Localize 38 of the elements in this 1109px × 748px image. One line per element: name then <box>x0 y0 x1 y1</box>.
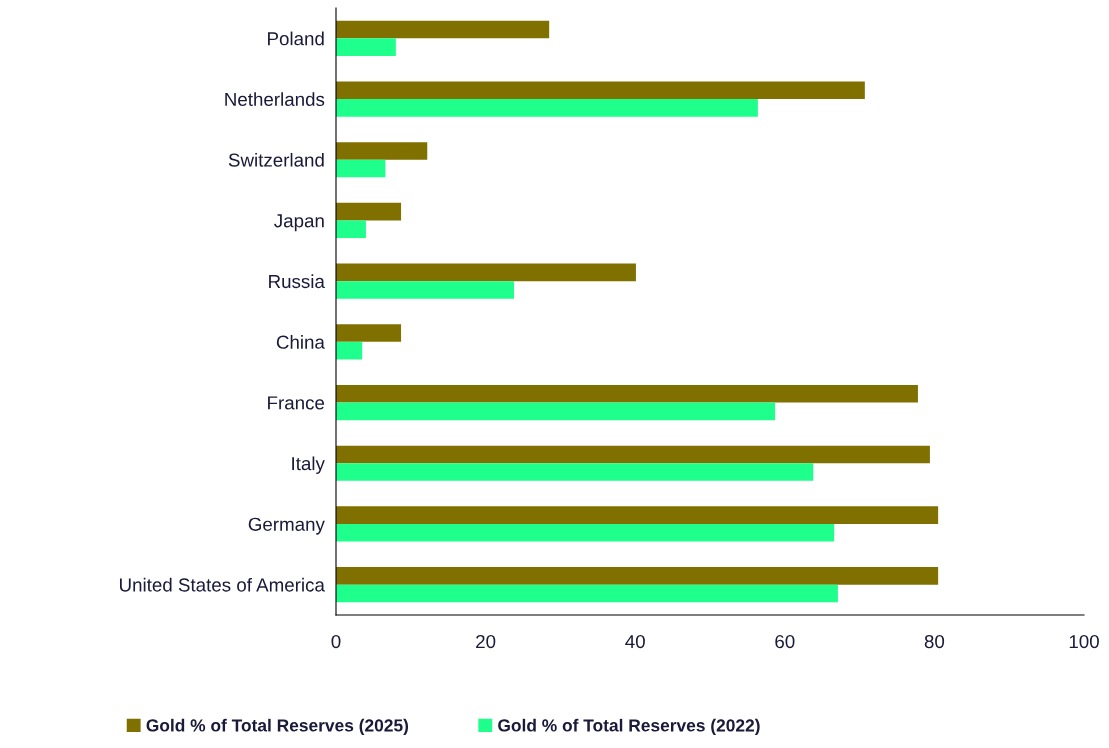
bar <box>336 142 428 160</box>
bar <box>336 341 363 360</box>
y-tick-label: Russia <box>269 274 325 289</box>
bar <box>336 384 918 403</box>
bar <box>336 220 366 239</box>
legend-label: Gold % of Total Reserves (2025) <box>146 718 409 736</box>
bar <box>336 159 386 178</box>
y-tick-label: Netherlands <box>225 92 325 107</box>
bar <box>336 99 758 117</box>
y-tick-label: Poland <box>268 31 324 46</box>
x-tick-label: 80 <box>924 634 945 649</box>
x-tick-label: 100 <box>1069 634 1099 649</box>
y-tick-label: China <box>276 335 325 349</box>
bar <box>336 324 402 342</box>
bar <box>336 38 396 56</box>
bar <box>336 523 835 542</box>
x-tick-label: 0 <box>331 634 341 649</box>
bar <box>336 402 776 421</box>
y-tick-label: United States of America <box>119 577 325 592</box>
bar <box>336 263 636 282</box>
bar <box>336 81 865 100</box>
bar <box>336 202 402 221</box>
bar <box>336 445 930 464</box>
bar <box>336 567 939 585</box>
bar <box>336 20 550 39</box>
y-tick-label: Japan <box>274 214 324 232</box>
y-tick-label: France <box>268 396 325 410</box>
y-tick-label: Switzerland <box>228 152 324 167</box>
bar <box>336 463 814 481</box>
x-tick-label: 60 <box>775 634 795 649</box>
bar <box>336 281 515 299</box>
bar <box>336 584 838 603</box>
bar <box>336 506 939 524</box>
x-tick-label: 40 <box>625 634 645 649</box>
legend-label: Gold % of Total Reserves (2022) <box>498 718 760 736</box>
y-tick-label: Italy <box>292 456 325 474</box>
x-tick-label: 20 <box>476 634 496 649</box>
y-tick-label: Germany <box>248 517 325 535</box>
